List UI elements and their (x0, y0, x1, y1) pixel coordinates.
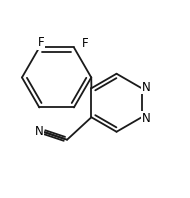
Text: N: N (35, 125, 44, 138)
Text: F: F (38, 36, 44, 49)
Text: N: N (142, 112, 151, 125)
Text: N: N (142, 81, 151, 94)
Text: F: F (82, 37, 89, 50)
